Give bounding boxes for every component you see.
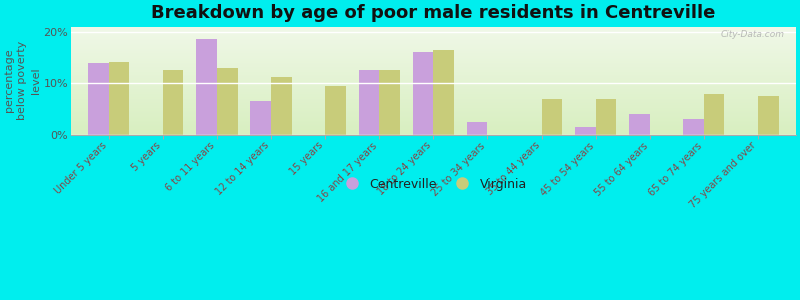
- Bar: [109, 61, 130, 135]
- Bar: [575, 127, 596, 135]
- Bar: [467, 122, 487, 135]
- Bar: [196, 39, 217, 135]
- Bar: [630, 114, 650, 135]
- Bar: [596, 99, 616, 135]
- Bar: [250, 101, 271, 135]
- Bar: [163, 70, 183, 135]
- Bar: [542, 99, 562, 135]
- Bar: [271, 77, 292, 135]
- Bar: [325, 86, 346, 135]
- Bar: [88, 63, 109, 135]
- Text: City-Data.com: City-Data.com: [721, 30, 785, 39]
- Y-axis label: percentage
below poverty
level: percentage below poverty level: [4, 41, 41, 120]
- Bar: [379, 70, 400, 135]
- Legend: Centreville, Virginia: Centreville, Virginia: [334, 173, 532, 196]
- Bar: [758, 96, 778, 135]
- Bar: [704, 94, 725, 135]
- Bar: [217, 68, 238, 135]
- Bar: [413, 52, 434, 135]
- Bar: [434, 50, 454, 135]
- Bar: [683, 119, 704, 135]
- Title: Breakdown by age of poor male residents in Centreville: Breakdown by age of poor male residents …: [151, 4, 715, 22]
- Bar: [358, 70, 379, 135]
